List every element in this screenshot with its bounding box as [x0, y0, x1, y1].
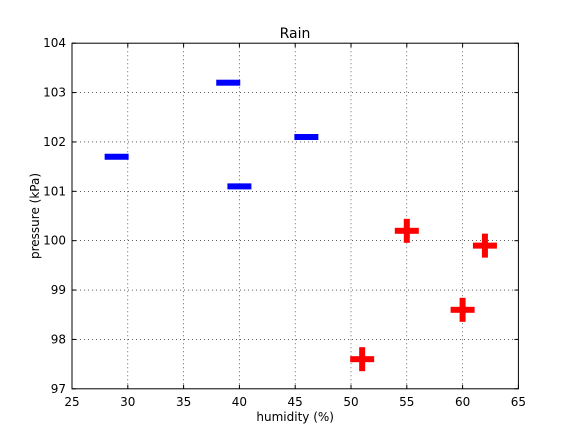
- y-tick-label: 102: [43, 135, 66, 149]
- data-point: [227, 183, 252, 190]
- data-point: [394, 218, 419, 243]
- x-tick-label: 55: [399, 395, 414, 409]
- plot-marks: [104, 79, 497, 372]
- marker-hbar: [216, 79, 241, 86]
- y-tick-label: 103: [43, 86, 66, 100]
- chart-title: Rain: [280, 26, 311, 42]
- x-tick-label: 40: [232, 395, 247, 409]
- data-point: [450, 297, 475, 322]
- marker-vbar: [403, 218, 410, 243]
- y-tick-label: 97: [51, 382, 66, 396]
- grid: [72, 43, 519, 389]
- x-tick-label: 60: [455, 395, 470, 409]
- marker-vbar: [459, 297, 466, 322]
- x-tick-label: 30: [120, 395, 135, 409]
- y-tick-label: 100: [43, 234, 66, 248]
- marker-hbar: [104, 153, 129, 160]
- x-tick-label: 45: [288, 395, 303, 409]
- data-point: [472, 233, 497, 258]
- marker-hbar: [227, 183, 252, 190]
- y-tick-label: 104: [43, 36, 66, 50]
- x-tick-label: 65: [511, 395, 526, 409]
- x-tick-label: 25: [64, 395, 79, 409]
- data-point: [294, 134, 319, 141]
- marker-vbar: [359, 347, 366, 372]
- x-axis-label: humidity (%): [256, 410, 334, 424]
- axis-ticks: 25 30 35 40 45 50 55 60 65 97 98 99 100 101 102 103 104: [43, 36, 526, 409]
- y-tick-label: 99: [51, 283, 66, 297]
- y-tick-label: 98: [51, 332, 66, 346]
- y-tick-label: 101: [43, 184, 66, 198]
- x-tick-label: 50: [343, 395, 358, 409]
- data-point: [350, 347, 375, 372]
- marker-vbar: [481, 233, 488, 258]
- x-tick-label: 35: [176, 395, 191, 409]
- marker-hbar: [294, 134, 319, 141]
- data-point: [104, 153, 129, 160]
- data-point: [216, 79, 241, 86]
- y-axis-label: pressure (kPa): [28, 173, 42, 259]
